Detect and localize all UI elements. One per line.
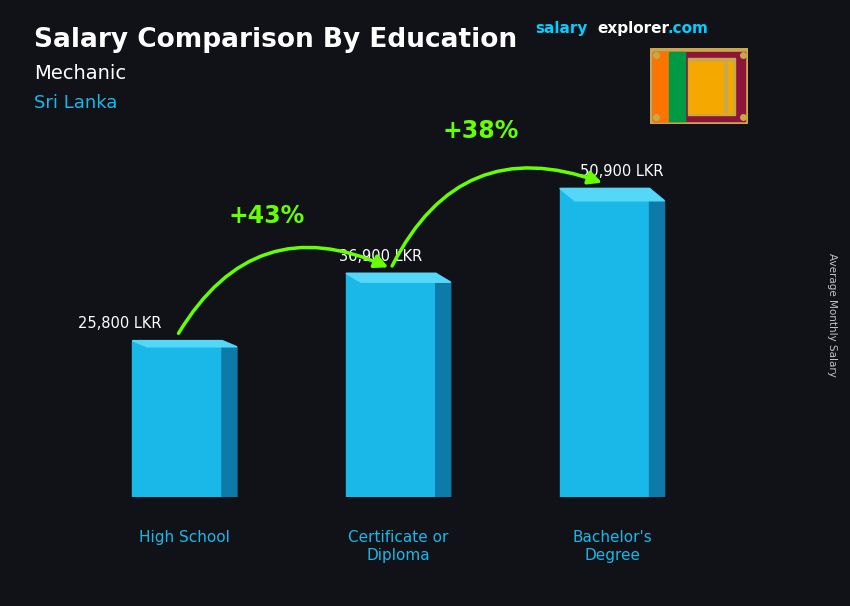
Polygon shape xyxy=(222,341,237,497)
Polygon shape xyxy=(649,188,665,497)
Text: High School: High School xyxy=(139,530,230,545)
Text: Bachelor's
Degree: Bachelor's Degree xyxy=(572,530,652,562)
Text: +38%: +38% xyxy=(443,119,518,143)
Bar xyxy=(653,52,669,121)
Text: 25,800 LKR: 25,800 LKR xyxy=(77,316,162,331)
Bar xyxy=(669,52,685,121)
Polygon shape xyxy=(560,188,665,201)
Bar xyxy=(688,58,734,115)
Text: Certificate or
Diploma: Certificate or Diploma xyxy=(348,530,449,562)
Polygon shape xyxy=(133,341,237,347)
Text: Sri Lanka: Sri Lanka xyxy=(34,94,117,112)
Text: Mechanic: Mechanic xyxy=(34,64,126,82)
Text: 50,900 LKR: 50,900 LKR xyxy=(580,164,664,179)
Text: Salary Comparison By Education: Salary Comparison By Education xyxy=(34,27,517,53)
Polygon shape xyxy=(560,188,649,497)
Text: explorer: explorer xyxy=(598,21,670,36)
Text: Average Monthly Salary: Average Monthly Salary xyxy=(827,253,837,377)
Polygon shape xyxy=(689,62,732,113)
Polygon shape xyxy=(133,341,222,497)
Text: 36,900 LKR: 36,900 LKR xyxy=(338,249,422,264)
Text: salary: salary xyxy=(536,21,588,36)
Text: +43%: +43% xyxy=(229,204,305,228)
Polygon shape xyxy=(346,273,450,282)
Polygon shape xyxy=(436,273,450,497)
Text: .com: .com xyxy=(667,21,708,36)
Polygon shape xyxy=(346,273,436,497)
